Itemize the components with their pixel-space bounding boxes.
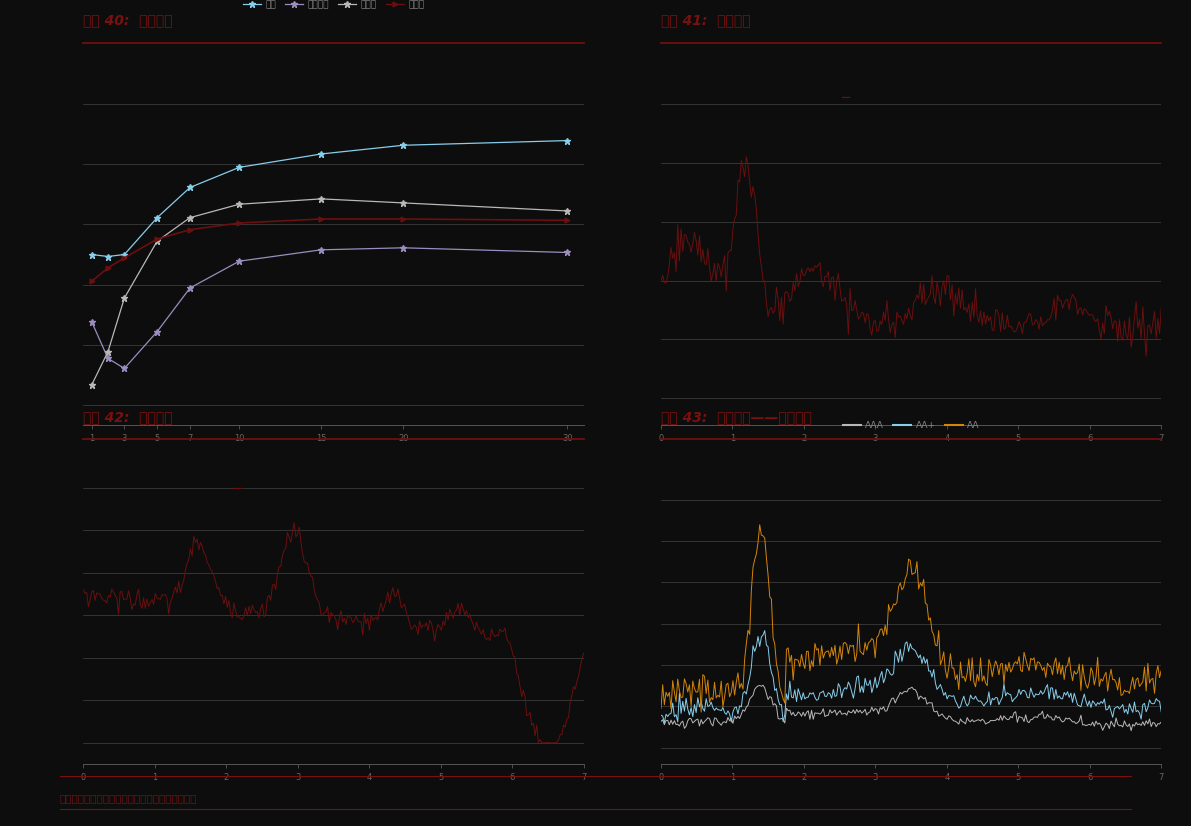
Legend: AAA, AA+, AA: AAA, AA+, AA bbox=[838, 418, 984, 434]
Text: 图表 41:  期限利差: 图表 41: 期限利差 bbox=[661, 13, 750, 27]
Text: ─: ─ bbox=[233, 482, 242, 496]
Text: 图表 40:  期限结构: 图表 40: 期限结构 bbox=[83, 13, 173, 27]
Text: 图表 43:  信用利差——不同评级: 图表 43: 信用利差——不同评级 bbox=[661, 410, 812, 424]
Text: 图表 42:  信用利差: 图表 42: 信用利差 bbox=[83, 410, 173, 424]
Text: 资料来源：彭博资讯，万得资讯，中金公司研究部: 资料来源：彭博资讯，万得资讯，中金公司研究部 bbox=[60, 793, 197, 803]
Legend: 国债, 政策行债, 城投债, 企业债: 国债, 政策行债, 城投债, 企业债 bbox=[239, 0, 428, 13]
Text: ─: ─ bbox=[841, 91, 849, 105]
